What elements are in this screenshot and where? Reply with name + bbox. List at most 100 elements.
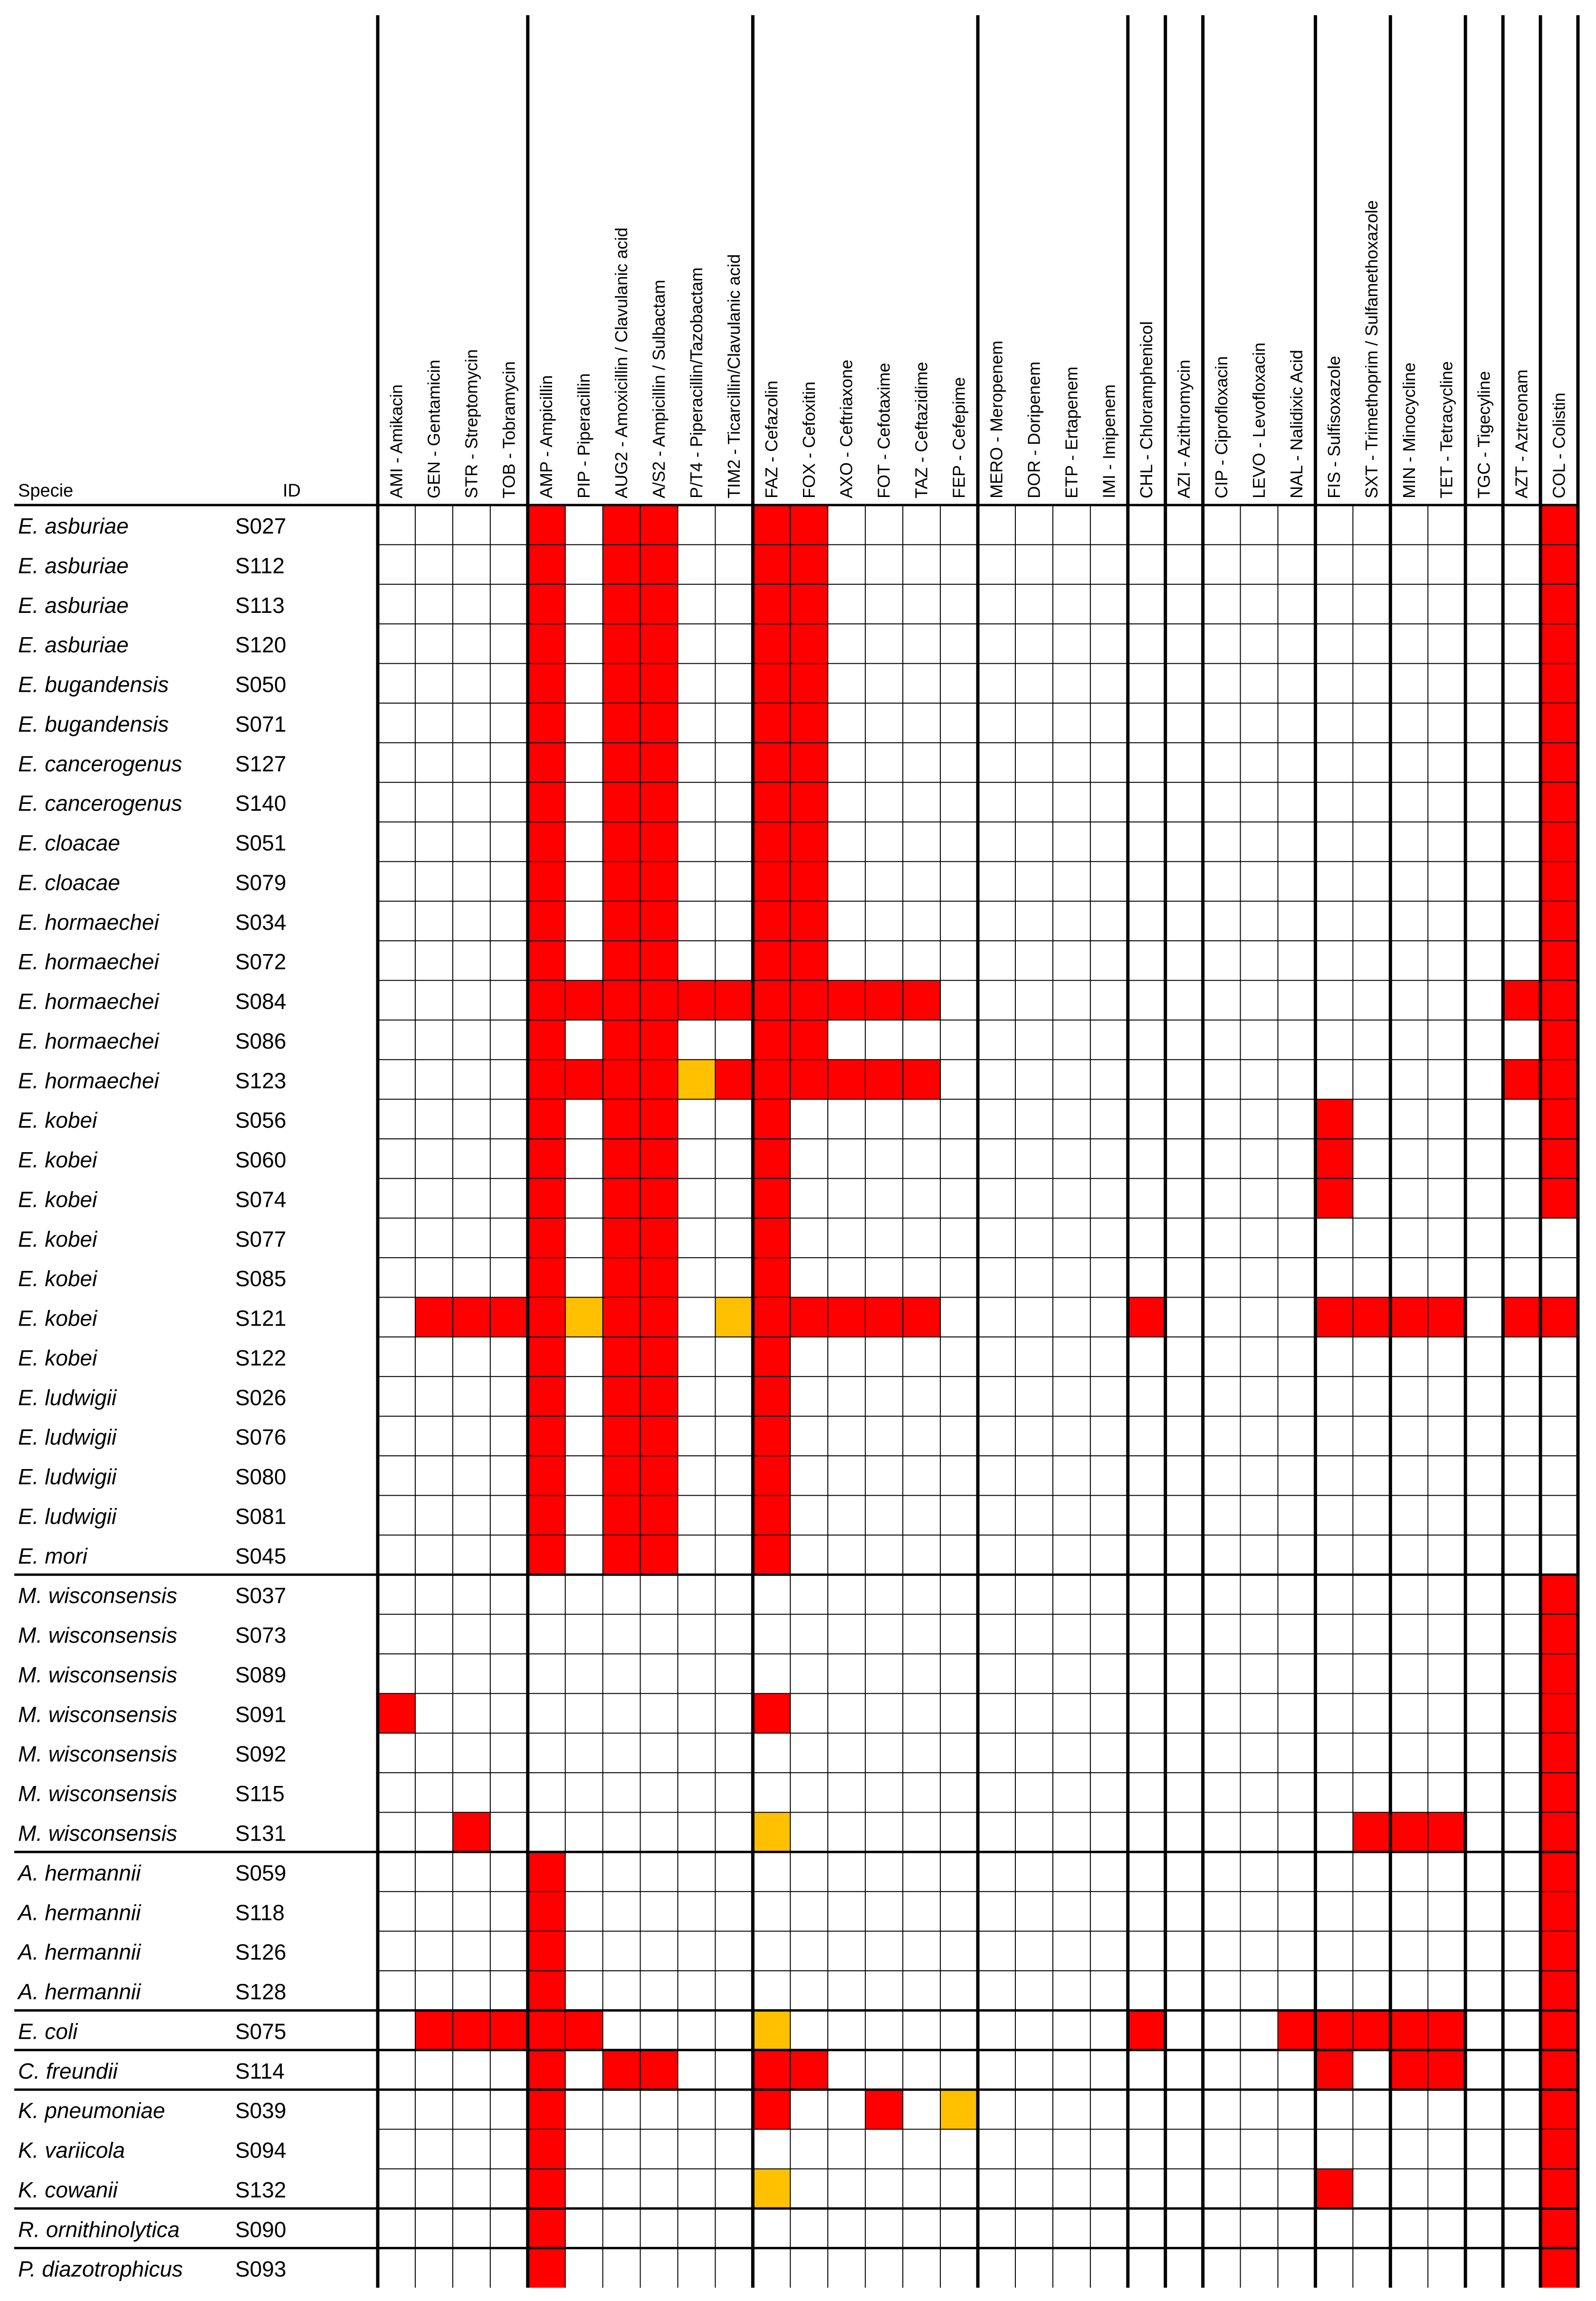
cell-S077-6 xyxy=(602,1218,640,1258)
cell-S075-10 xyxy=(753,2010,791,2050)
column-label: GEN - Gentamicin xyxy=(424,360,443,498)
cell-S074-4 xyxy=(527,1178,565,1218)
row-species-label: E. asburiae xyxy=(18,593,129,618)
cell-S076-10 xyxy=(753,1416,791,1456)
row-id-label: S079 xyxy=(235,870,286,895)
cell-S085-7 xyxy=(640,1258,678,1298)
cell-S076-7 xyxy=(640,1416,678,1456)
cell-S091-0 xyxy=(378,1693,415,1733)
column-label: A/S2 - Ampicillin / Sulbactam xyxy=(649,280,669,498)
cell-S027-4 xyxy=(527,505,565,545)
cell-S072-31 xyxy=(1540,941,1578,981)
cell-S121-6 xyxy=(602,1297,640,1337)
row-species-label: E. asburiae xyxy=(18,553,129,578)
cell-S131-31 xyxy=(1540,1812,1578,1852)
row-species-label: E. kobei xyxy=(18,1266,98,1291)
column-label: MERO - Meropenem xyxy=(986,341,1006,498)
cell-S114-31 xyxy=(1540,2050,1578,2090)
heatmap-labels: AMI - Amikacin GEN - Gentamicin STR - Stre… xyxy=(17,200,1569,2281)
cell-S060-31 xyxy=(1540,1139,1578,1179)
cell-S084-5 xyxy=(565,980,603,1020)
row-id-label: S086 xyxy=(235,1029,286,1053)
cell-S112-11 xyxy=(790,544,828,584)
cell-S045-10 xyxy=(753,1535,791,1575)
row-species-label: A. hermannii xyxy=(17,1979,142,2004)
cell-S060-7 xyxy=(640,1139,678,1179)
cell-S121-4 xyxy=(527,1297,565,1337)
cell-S027-11 xyxy=(790,505,828,545)
row-species-label: E. mori xyxy=(18,1544,88,1568)
cell-S077-10 xyxy=(753,1218,791,1258)
cell-S131-28 xyxy=(1428,1812,1466,1852)
row-species-label: M. wisconsensis xyxy=(18,1702,177,1727)
row-species-label: E. ludwigii xyxy=(18,1425,117,1450)
cell-S121-12 xyxy=(828,1297,866,1337)
column-label: COL - Colistin xyxy=(1549,392,1569,498)
cell-S092-31 xyxy=(1540,1733,1578,1773)
cell-S075-20 xyxy=(1128,2010,1166,2050)
column-label: SXT - Trimethoprim / Sulfamethoxazole xyxy=(1362,200,1381,498)
cell-S079-4 xyxy=(527,861,565,901)
cell-S027-6 xyxy=(602,505,640,545)
row-species-label: E. coli xyxy=(18,2019,78,2043)
row-species-label: M. wisconsensis xyxy=(18,1583,177,1608)
cell-S027-10 xyxy=(753,505,791,545)
cell-S093-31 xyxy=(1540,2248,1578,2288)
cell-S085-10 xyxy=(753,1258,791,1298)
row-species-label: E. cancerogenus xyxy=(18,751,182,776)
cell-S113-11 xyxy=(790,584,828,624)
row-id-label: S056 xyxy=(235,1108,286,1133)
cell-S121-1 xyxy=(415,1297,453,1337)
row-species-label: E. cancerogenus xyxy=(18,791,182,816)
cell-S140-6 xyxy=(602,782,640,822)
row-id-label: S081 xyxy=(235,1504,286,1528)
row-id-label: S093 xyxy=(235,2257,286,2282)
column-label: FEP - Cefepime xyxy=(949,377,969,498)
cell-S086-31 xyxy=(1540,1020,1578,1060)
cell-S081-4 xyxy=(527,1495,565,1535)
row-species-label: P. diazotrophicus xyxy=(18,2257,183,2282)
cell-S079-6 xyxy=(602,861,640,901)
row-id-label: S034 xyxy=(235,910,286,935)
cell-S123-12 xyxy=(828,1060,866,1099)
cell-S081-6 xyxy=(602,1495,640,1535)
row-id-label: S084 xyxy=(235,989,286,1014)
cell-S071-6 xyxy=(602,703,640,743)
row-id-label: S127 xyxy=(235,751,286,776)
cell-S075-24 xyxy=(1278,2010,1316,2050)
cell-S127-11 xyxy=(790,743,828,783)
cell-S120-7 xyxy=(640,624,678,664)
cell-S120-11 xyxy=(790,624,828,664)
cell-S086-11 xyxy=(790,1020,828,1060)
column-label: AZI - Azithromycin xyxy=(1174,360,1194,498)
column-label: AMP - Ampicillin xyxy=(536,375,556,498)
cell-S132-31 xyxy=(1540,2168,1578,2209)
cell-S084-11 xyxy=(790,980,828,1020)
column-label: AMI - Amikacin xyxy=(386,384,406,498)
cell-S085-4 xyxy=(527,1258,565,1298)
row-id-label: S037 xyxy=(235,1583,286,1608)
cell-S051-11 xyxy=(790,822,828,862)
row-species-label: R. ornithinolytica xyxy=(18,2217,180,2242)
cell-S071-10 xyxy=(753,703,791,743)
cell-S131-2 xyxy=(452,1812,490,1852)
cell-S084-8 xyxy=(678,980,716,1020)
cell-S121-26 xyxy=(1353,1297,1391,1337)
heatmap-cells xyxy=(378,505,1578,2288)
cell-S074-31 xyxy=(1540,1178,1578,1218)
row-id-label: S113 xyxy=(235,593,285,618)
column-label: TGC - Tigecyline xyxy=(1474,371,1494,498)
row-id-label: S026 xyxy=(235,1385,286,1410)
cell-S074-7 xyxy=(640,1178,678,1218)
row-species-label: E. ludwigii xyxy=(18,1464,117,1489)
cell-S090-4 xyxy=(527,2208,565,2248)
column-label: P/T4 - Piperacillin/Tazobactam xyxy=(687,267,706,498)
cell-S075-31 xyxy=(1540,2010,1578,2050)
cell-S121-20 xyxy=(1128,1297,1166,1337)
species-column-header: Specie xyxy=(18,481,73,501)
cell-S039-15 xyxy=(940,2090,978,2129)
cell-S027-7 xyxy=(640,505,678,545)
column-label: FOT - Cefotaxime xyxy=(874,363,894,498)
cell-S056-31 xyxy=(1540,1099,1578,1139)
cell-S131-27 xyxy=(1390,1812,1428,1852)
